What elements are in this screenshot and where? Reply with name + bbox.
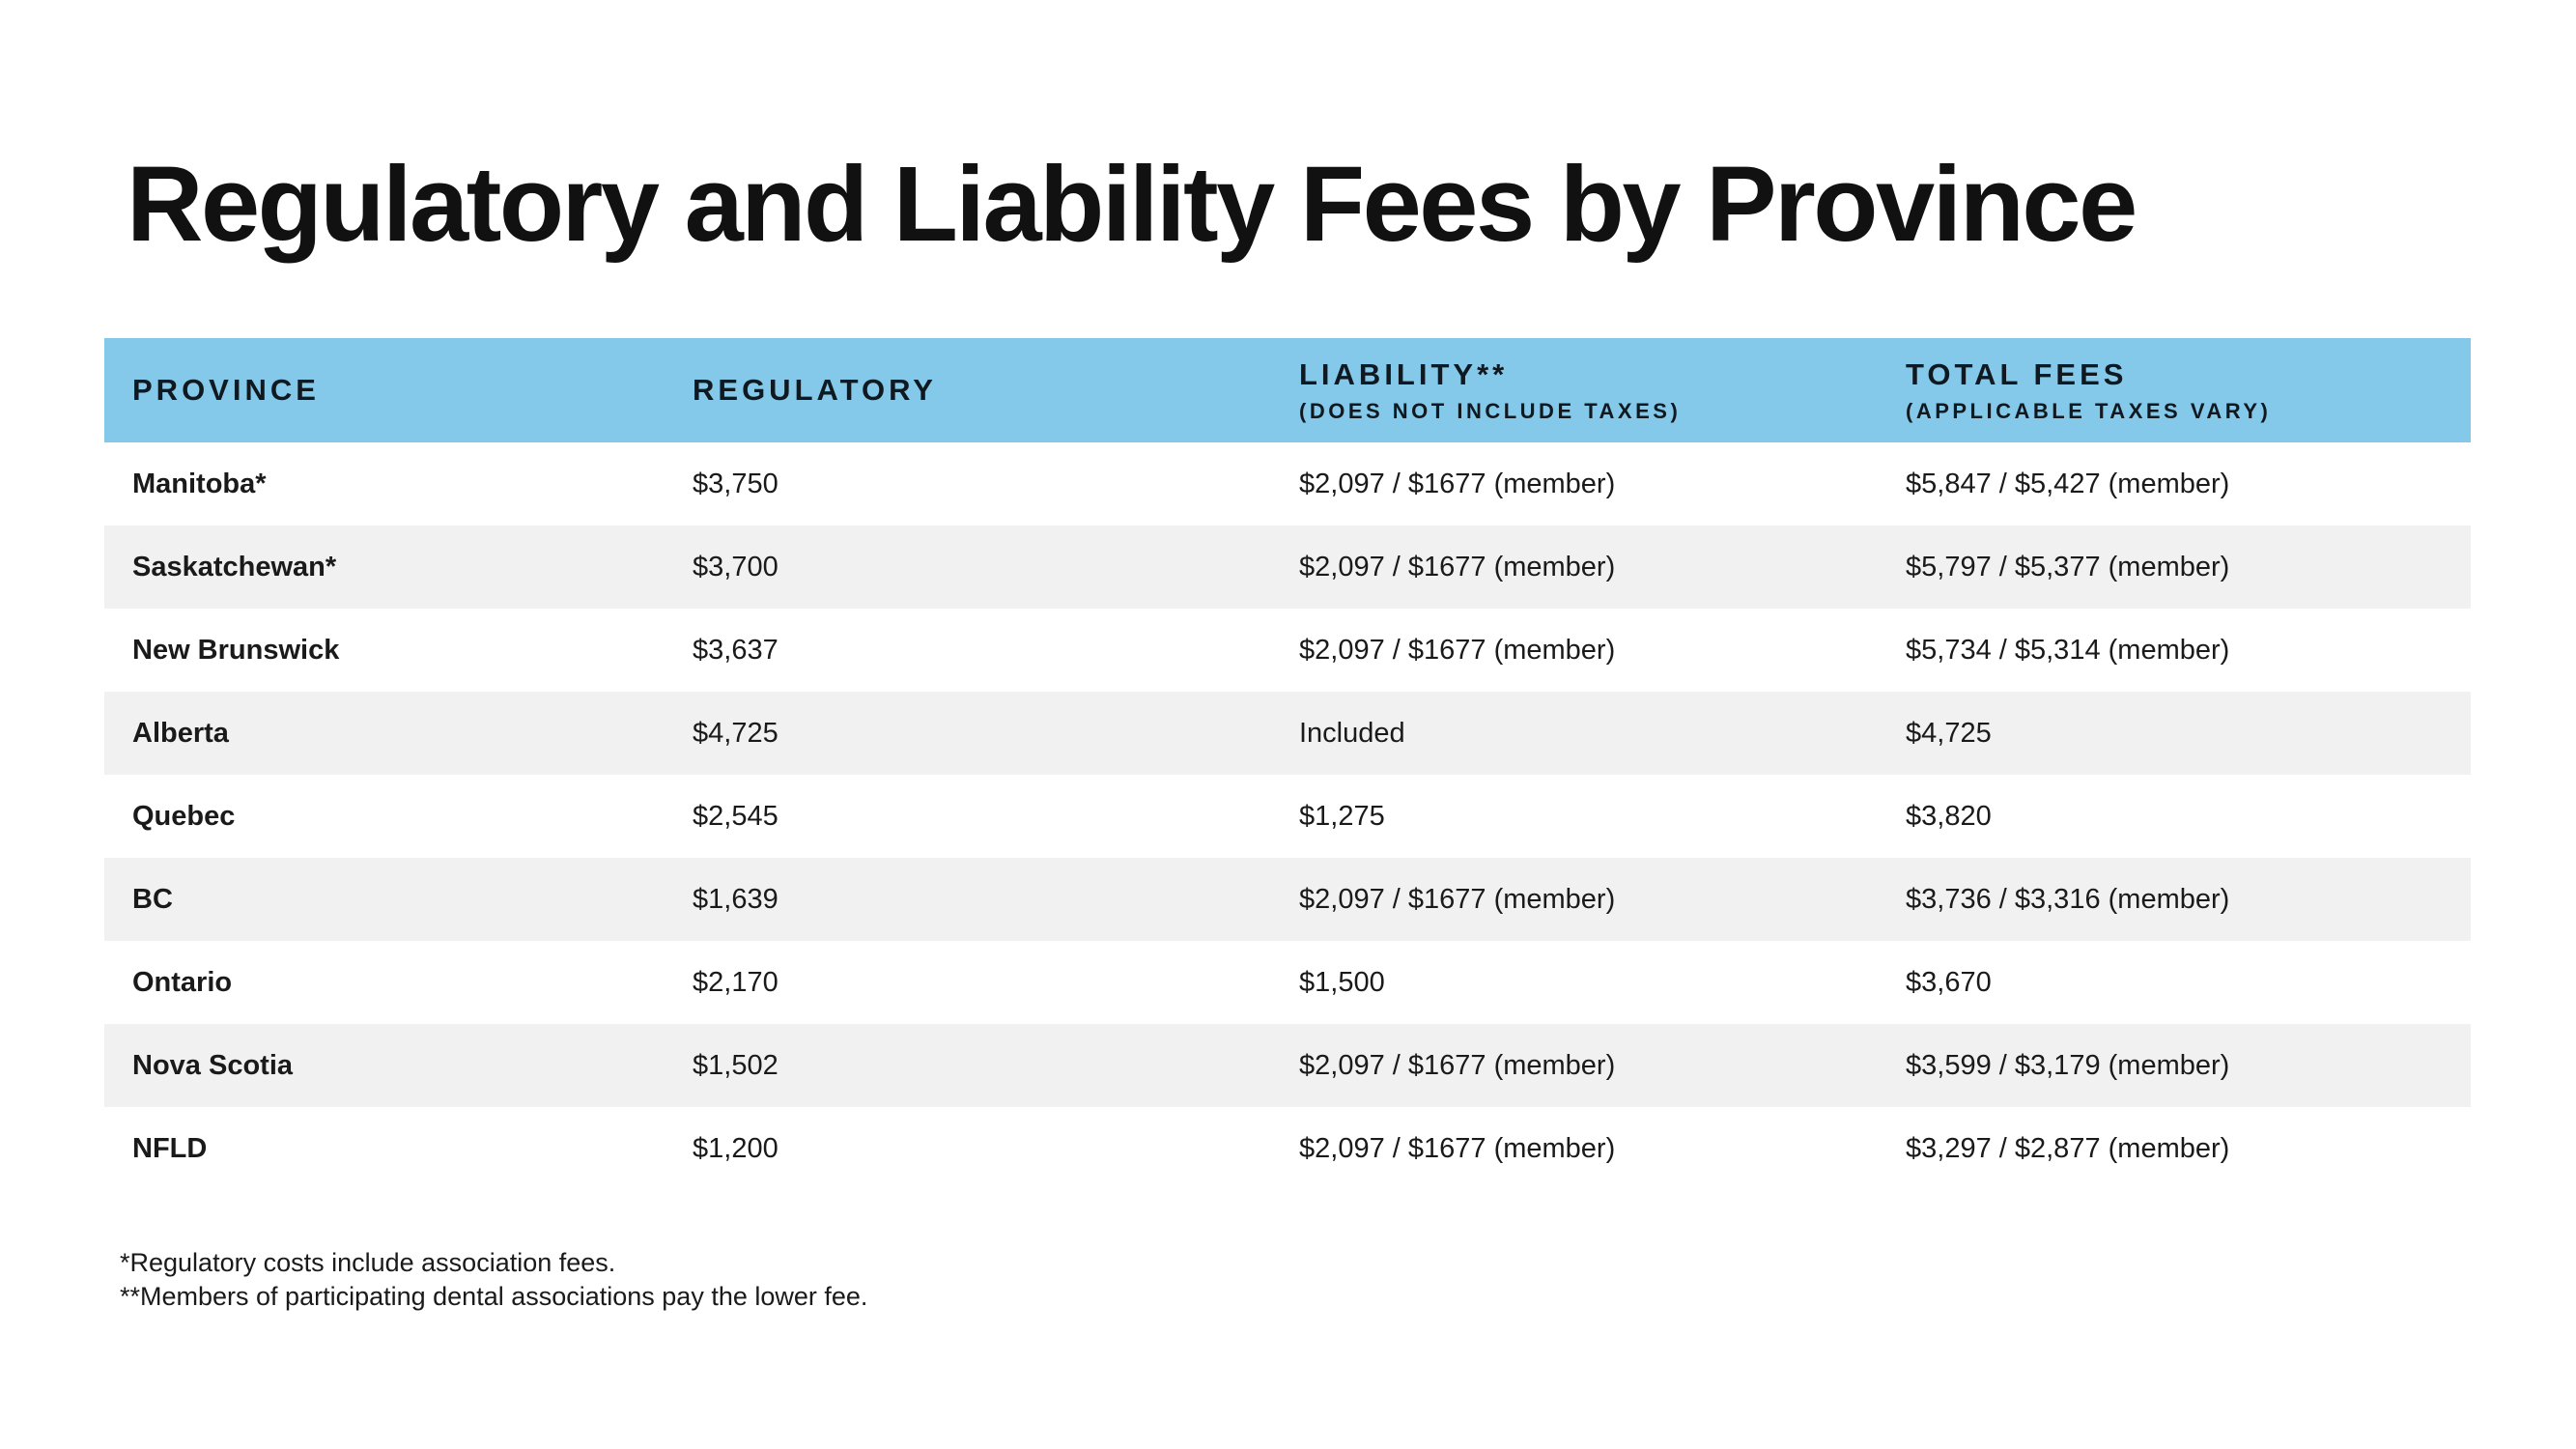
cell-total: $5,734 / $5,314 (member) [1906,634,2230,666]
cell-total: $3,736 / $3,316 (member) [1906,883,2230,915]
cell-liability: $2,097 / $1677 (member) [1299,468,1616,499]
table-row: Ontario $2,170 $1,500 $3,670 [104,941,2471,1024]
column-label-regulatory: REGULATORY [693,373,937,407]
table-row: NFLD $1,200 $2,097 / $1677 (member) $3,2… [104,1107,2471,1190]
table-row: Quebec $2,545 $1,275 $3,820 [104,775,2471,858]
cell-liability: $1,500 [1299,966,1385,998]
cell-liability: $2,097 / $1677 (member) [1299,551,1616,582]
column-sublabel-total-fees: (APPLICABLE TAXES VARY) [1906,398,2272,423]
footnote-members: **Members of participating dental associ… [120,1282,868,1311]
cell-liability: $2,097 / $1677 (member) [1299,634,1616,666]
cell-liability: $1,275 [1299,800,1385,832]
cell-total: $3,820 [1906,800,1992,832]
cell-total: $3,297 / $2,877 (member) [1906,1132,2230,1164]
footnotes: *Regulatory costs include association fe… [120,1246,867,1314]
cell-total: $4,725 [1906,717,1992,749]
cell-province: NFLD [132,1132,208,1164]
cell-liability: Included [1299,717,1405,749]
cell-regulatory: $1,639 [693,883,778,915]
table-row: Nova Scotia $1,502 $2,097 / $1677 (membe… [104,1024,2471,1107]
table-row: Alberta $4,725 Included $4,725 [104,692,2471,775]
table-row: New Brunswick $3,637 $2,097 / $1677 (mem… [104,609,2471,692]
cell-total: $5,797 / $5,377 (member) [1906,551,2230,582]
footnote-regulatory: *Regulatory costs include association fe… [120,1248,616,1277]
table-row: Manitoba* $3,750 $2,097 / $1677 (member)… [104,442,2471,526]
cell-regulatory: $1,200 [693,1132,778,1164]
cell-province: Ontario [132,966,233,998]
cell-liability: $2,097 / $1677 (member) [1299,883,1616,915]
column-header-regulatory: REGULATORY [665,373,1271,408]
fees-table: PROVINCE REGULATORY LIABILITY** (DOES NO… [104,338,2471,1190]
cell-liability: $2,097 / $1677 (member) [1299,1132,1616,1164]
cell-total: $3,599 / $3,179 (member) [1906,1049,2230,1081]
column-sublabel-liability: (DOES NOT INCLUDE TAXES) [1299,398,1682,423]
cell-province: Manitoba* [132,468,267,499]
page-title: Regulatory and Liability Fees by Provinc… [127,145,2137,264]
cell-total: $5,847 / $5,427 (member) [1906,468,2230,499]
column-header-liability: LIABILITY** (DOES NOT INCLUDE TAXES) [1271,357,1878,424]
column-header-total-fees: TOTAL FEES (APPLICABLE TAXES VARY) [1878,357,2471,424]
cell-province: BC [132,883,173,915]
table-header-row: PROVINCE REGULATORY LIABILITY** (DOES NO… [104,338,2471,442]
cell-regulatory: $3,637 [693,634,778,666]
table-row: BC $1,639 $2,097 / $1677 (member) $3,736… [104,858,2471,941]
cell-province: Quebec [132,800,236,832]
column-label-liability: LIABILITY** [1299,356,1509,391]
column-header-province: PROVINCE [104,373,665,408]
table-row: Saskatchewan* $3,700 $2,097 / $1677 (mem… [104,526,2471,609]
cell-regulatory: $1,502 [693,1049,778,1081]
cell-regulatory: $3,750 [693,468,778,499]
cell-regulatory: $2,170 [693,966,778,998]
cell-province: New Brunswick [132,634,340,666]
table-body: Manitoba* $3,750 $2,097 / $1677 (member)… [104,442,2471,1190]
cell-total: $3,670 [1906,966,1992,998]
column-label-province: PROVINCE [132,373,320,407]
cell-regulatory: $2,545 [693,800,778,832]
cell-regulatory: $3,700 [693,551,778,582]
cell-liability: $2,097 / $1677 (member) [1299,1049,1616,1081]
column-label-total-fees: TOTAL FEES [1906,356,2128,391]
cell-province: Alberta [132,717,229,749]
cell-province: Nova Scotia [132,1049,293,1081]
cell-regulatory: $4,725 [693,717,778,749]
cell-province: Saskatchewan* [132,551,337,582]
